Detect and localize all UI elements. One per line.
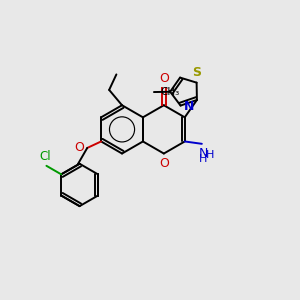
Text: H: H xyxy=(199,154,207,164)
Text: O: O xyxy=(159,72,169,85)
Text: N: N xyxy=(184,100,194,113)
Text: H: H xyxy=(206,150,214,160)
Text: N: N xyxy=(198,147,208,160)
Text: O: O xyxy=(160,157,170,170)
Text: Cl: Cl xyxy=(39,150,51,163)
Text: S: S xyxy=(192,65,201,79)
Text: O: O xyxy=(74,141,84,154)
Text: CH₃: CH₃ xyxy=(160,87,180,97)
